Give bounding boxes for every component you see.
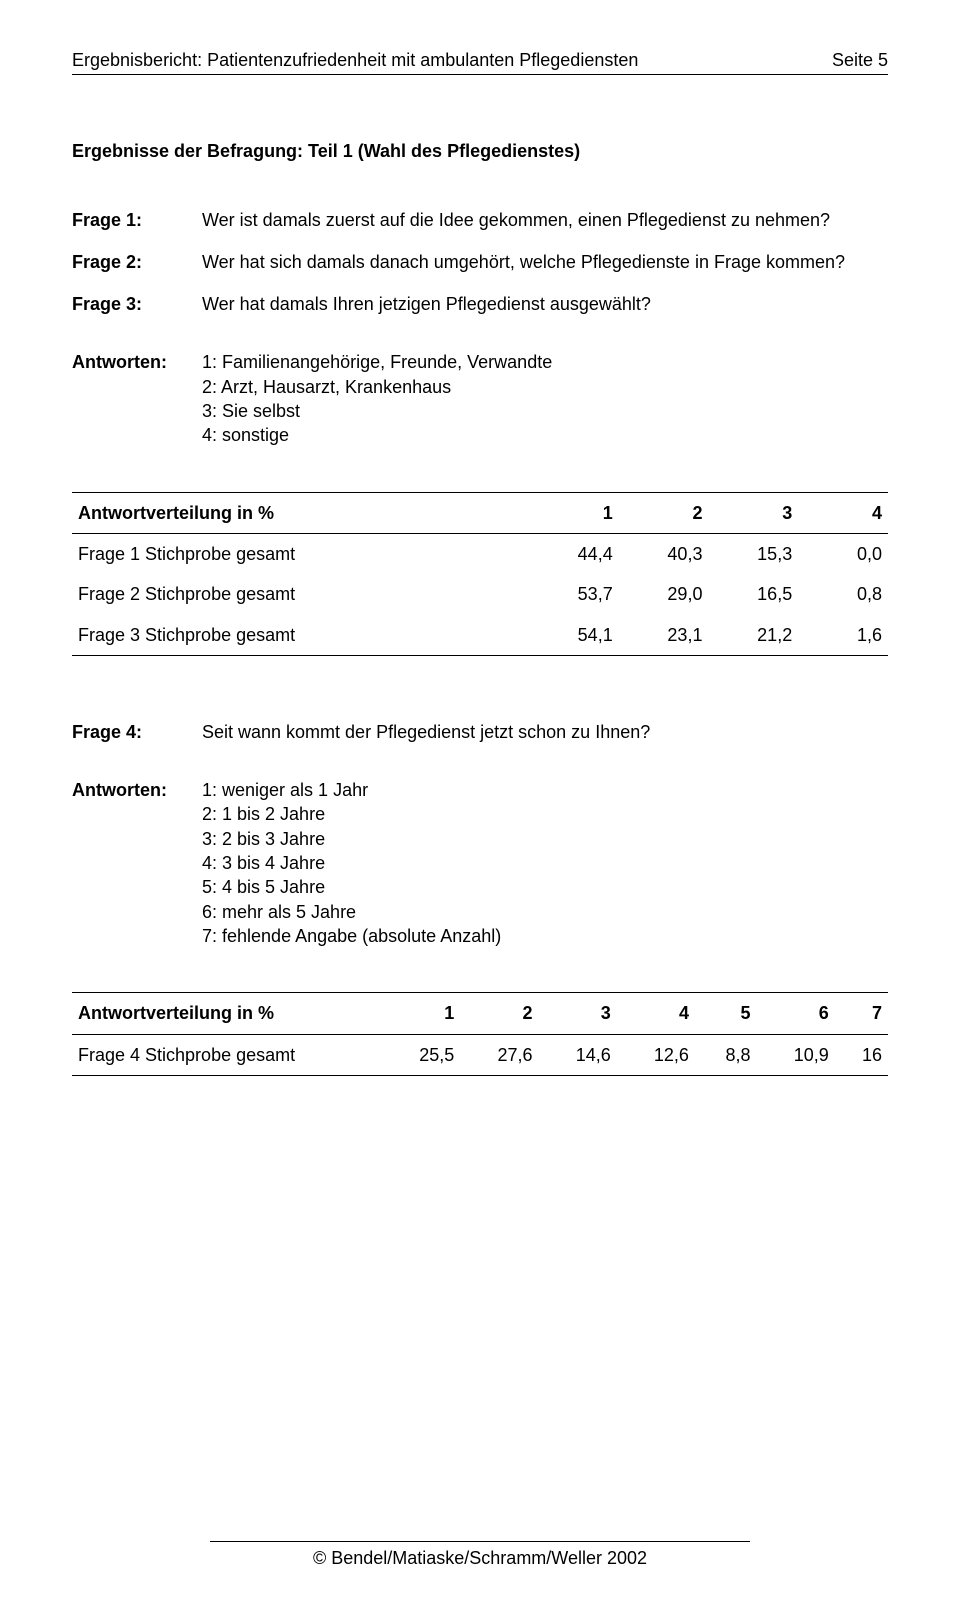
table-row: Antwortverteilung in % 1 2 3 4: [72, 492, 888, 533]
t1-r0-v2: 15,3: [708, 533, 798, 574]
t1-r0-label: Frage 1 Stichprobe gesamt: [72, 533, 529, 574]
t2-col-1: 1: [382, 993, 460, 1034]
table-row: Frage 1 Stichprobe gesamt 44,4 40,3 15,3…: [72, 533, 888, 574]
t1-col-4: 4: [798, 492, 888, 533]
ans2-line4: 4: 3 bis 4 Jahre: [202, 851, 888, 875]
answers-label-2: Antworten:: [72, 778, 202, 948]
t1-r2-v0: 54,1: [529, 615, 619, 656]
header-page: Seite 5: [832, 48, 888, 72]
table-row: Frage 3 Stichprobe gesamt 54,1 23,1 21,2…: [72, 615, 888, 656]
page-footer: © Bendel/Matiaske/Schramm/Weller 2002: [0, 1541, 960, 1570]
q1-text: Wer ist damals zuerst auf die Idee gekom…: [202, 208, 888, 232]
t2-r0-v4: 8,8: [695, 1034, 757, 1075]
answers-lines-2: 1: weniger als 1 Jahr 2: 1 bis 2 Jahre 3…: [202, 778, 888, 948]
table-row: Frage 4 Stichprobe gesamt 25,5 27,6 14,6…: [72, 1034, 888, 1075]
ans1-line1: 1: Familienangehörige, Freunde, Verwandt…: [202, 350, 888, 374]
q2-label: Frage 2:: [72, 250, 202, 274]
t2-r0-v3: 12,6: [617, 1034, 695, 1075]
answers-block-2: Antworten: 1: weniger als 1 Jahr 2: 1 bi…: [72, 778, 888, 948]
answers-lines-1: 1: Familienangehörige, Freunde, Verwandt…: [202, 350, 888, 447]
t2-r0-v6: 16: [835, 1034, 888, 1075]
t1-r1-v0: 53,7: [529, 574, 619, 614]
t2-col-3: 3: [539, 993, 617, 1034]
t2-col-5: 5: [695, 993, 757, 1034]
q3-label: Frage 3:: [72, 292, 202, 316]
q3-text: Wer hat damals Ihren jetzigen Pflegedien…: [202, 292, 888, 316]
page-header: Ergebnisbericht: Patientenzufriedenheit …: [72, 48, 888, 75]
t2-col-4: 4: [617, 993, 695, 1034]
footer-divider: [210, 1541, 750, 1542]
t2-r0-v1: 27,6: [460, 1034, 538, 1075]
answers-label-1: Antworten:: [72, 350, 202, 447]
table-row: Frage 2 Stichprobe gesamt 53,7 29,0 16,5…: [72, 574, 888, 614]
t2-r0-v2: 14,6: [539, 1034, 617, 1075]
t1-r1-v1: 29,0: [619, 574, 709, 614]
distribution-table-1: Antwortverteilung in % 1 2 3 4 Frage 1 S…: [72, 492, 888, 656]
q2-text: Wer hat sich damals danach umgehört, wel…: [202, 250, 888, 274]
t1-r0-v3: 0,0: [798, 533, 888, 574]
ans2-line5: 5: 4 bis 5 Jahre: [202, 875, 888, 899]
t1-head-label: Antwortverteilung in %: [72, 492, 529, 533]
t1-r2-v3: 1,6: [798, 615, 888, 656]
t1-r1-v3: 0,8: [798, 574, 888, 614]
t1-r2-v1: 23,1: [619, 615, 709, 656]
questions-block-1: Frage 1: Wer ist damals zuerst auf die I…: [72, 208, 888, 317]
t2-head-label: Antwortverteilung in %: [72, 993, 382, 1034]
section-title: Ergebnisse der Befragung: Teil 1 (Wahl d…: [72, 139, 888, 163]
t1-r0-v1: 40,3: [619, 533, 709, 574]
ans1-line4: 4: sonstige: [202, 423, 888, 447]
table-row: Antwortverteilung in % 1 2 3 4 5 6 7: [72, 993, 888, 1034]
t1-r1-v2: 16,5: [708, 574, 798, 614]
distribution-table-2: Antwortverteilung in % 1 2 3 4 5 6 7 Fra…: [72, 992, 888, 1076]
t1-r2-label: Frage 3 Stichprobe gesamt: [72, 615, 529, 656]
t2-r0-v5: 10,9: [757, 1034, 835, 1075]
t1-col-2: 2: [619, 492, 709, 533]
questions-block-2: Frage 4: Seit wann kommt der Pflegediens…: [72, 720, 888, 744]
ans2-line2: 2: 1 bis 2 Jahre: [202, 802, 888, 826]
t2-col-2: 2: [460, 993, 538, 1034]
ans2-line7: 7: fehlende Angabe (absolute Anzahl): [202, 924, 888, 948]
q4-label: Frage 4:: [72, 720, 202, 744]
t1-col-3: 3: [708, 492, 798, 533]
t2-col-7: 7: [835, 993, 888, 1034]
t2-col-6: 6: [757, 993, 835, 1034]
footer-text: © Bendel/Matiaske/Schramm/Weller 2002: [0, 1546, 960, 1570]
header-title: Ergebnisbericht: Patientenzufriedenheit …: [72, 48, 638, 72]
q4-text: Seit wann kommt der Pflegedienst jetzt s…: [202, 720, 888, 744]
t1-r2-v2: 21,2: [708, 615, 798, 656]
q1-label: Frage 1:: [72, 208, 202, 232]
t1-col-1: 1: [529, 492, 619, 533]
ans1-line2: 2: Arzt, Hausarzt, Krankenhaus: [202, 375, 888, 399]
t1-r1-label: Frage 2 Stichprobe gesamt: [72, 574, 529, 614]
ans2-line3: 3: 2 bis 3 Jahre: [202, 827, 888, 851]
t1-r0-v0: 44,4: [529, 533, 619, 574]
answers-block-1: Antworten: 1: Familienangehörige, Freund…: [72, 350, 888, 447]
ans1-line3: 3: Sie selbst: [202, 399, 888, 423]
t2-r0-label: Frage 4 Stichprobe gesamt: [72, 1034, 382, 1075]
ans2-line6: 6: mehr als 5 Jahre: [202, 900, 888, 924]
ans2-line1: 1: weniger als 1 Jahr: [202, 778, 888, 802]
t2-r0-v0: 25,5: [382, 1034, 460, 1075]
